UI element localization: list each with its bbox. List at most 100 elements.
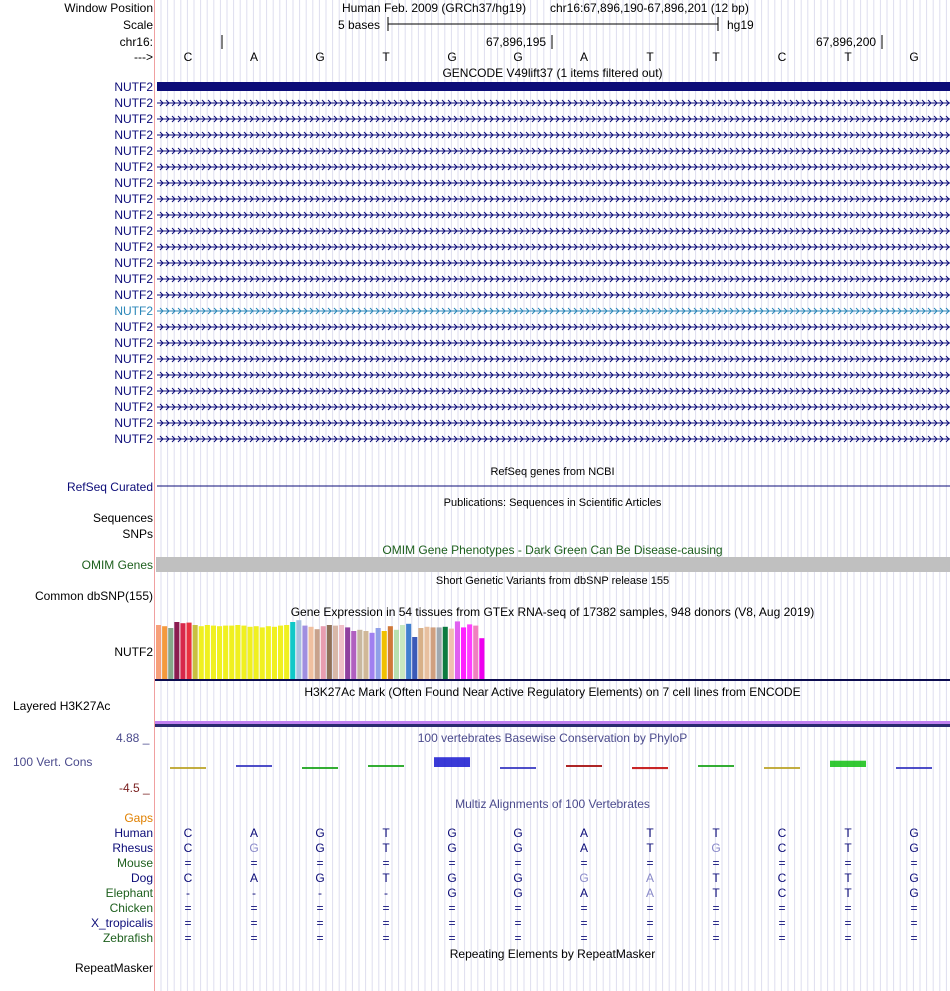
gtex-tissue-bar[interactable] [345,627,351,679]
gtex-tissue-bar[interactable] [454,621,460,679]
species-label[interactable]: Mouse [116,856,153,870]
gencode-transcript-label[interactable]: NUTF2 [114,336,153,350]
gtex-tissue-bar[interactable] [168,628,174,679]
phylop-score-glyph[interactable] [434,757,470,767]
gtex-tissue-bar[interactable] [442,626,448,679]
gtex-tissue-bar[interactable] [332,625,338,679]
gtex-tissue-bar[interactable] [448,628,454,679]
gtex-tissue-bar[interactable] [162,626,168,679]
gtex-tissue-bar[interactable] [290,622,296,679]
gencode-transcript-label[interactable]: NUTF2 [114,432,153,446]
h3k27ac-band[interactable] [155,721,950,724]
gtex-tissue-bar[interactable] [247,626,253,679]
phylop-score-glyph[interactable] [830,760,866,767]
gencode-transcript-label[interactable]: NUTF2 [114,320,153,334]
gencode-transcript-label[interactable]: NUTF2 [114,256,153,270]
refseq-track-title[interactable]: RefSeq genes from NCBI [490,466,615,478]
phylop-score-glyph[interactable] [170,767,206,769]
gtex-tissue-bar[interactable] [430,627,436,679]
phylop-score-glyph[interactable] [236,765,272,767]
phylop-track-title[interactable]: 100 vertebrates Basewise Conservation by… [417,731,688,745]
species-label[interactable]: Rhesus [112,841,153,855]
species-label[interactable]: Chicken [109,901,153,915]
gtex-tissue-bar[interactable] [284,625,290,679]
gtex-tissue-bar[interactable] [473,625,479,679]
gtex-tissue-bar[interactable] [180,623,186,679]
phylop-score-glyph[interactable] [500,767,536,769]
refseq-curated-label[interactable]: RefSeq Curated [66,480,153,494]
gtex-tissue-bar[interactable] [418,628,424,679]
gtex-tissue-bar[interactable] [479,638,485,679]
gencode-transcript-label[interactable]: NUTF2 [114,208,153,222]
base-letter[interactable]: T [712,50,720,64]
gencode-first-item-label[interactable]: NUTF2 [114,80,153,94]
multiz-track-title[interactable]: Multiz Alignments of 100 Vertebrates [455,797,650,811]
gtex-track-title[interactable]: Gene Expression in 54 tissues from GTEx … [290,605,815,619]
gencode-transcript-label[interactable]: NUTF2 [114,400,153,414]
base-letter[interactable]: C [777,50,787,64]
base-letter[interactable]: A [579,50,589,64]
gtex-tissue-bar[interactable] [265,626,271,679]
gtex-tissue-bar[interactable] [296,620,302,679]
repeatmasker-label[interactable]: RepeatMasker [74,961,153,975]
omim-track-title[interactable]: OMIM Gene Phenotypes - Dark Green Can Be… [382,543,723,557]
gtex-tissue-bar[interactable] [314,629,320,679]
gencode-transcript-label[interactable]: NUTF2 [114,144,153,158]
gencode-transcript-label[interactable]: NUTF2 [114,416,153,430]
gencode-transcript-label[interactable]: NUTF2 [114,352,153,366]
gencode-transcript-label[interactable]: NUTF2 [114,224,153,238]
species-label[interactable]: Zebrafish [102,931,153,945]
gtex-tissue-bar[interactable] [156,625,162,679]
gtex-tissue-bar[interactable] [381,631,387,679]
gencode-transcript-label[interactable]: NUTF2 [114,384,153,398]
phylop-score-glyph[interactable] [698,765,734,767]
gtex-tissue-bar[interactable] [302,625,308,679]
gtex-tissue-bar[interactable] [192,625,198,679]
gtex-tissue-bar[interactable] [387,626,393,679]
phylop-label[interactable]: 100 Vert. Cons [13,755,93,769]
dbsnp-track-title[interactable]: Short Genetic Variants from dbSNP releas… [435,575,670,587]
phylop-score-glyph[interactable] [632,767,668,770]
gtex-tissue-bar[interactable] [375,628,381,679]
gtex-tissue-bar[interactable] [271,626,277,679]
repeatmasker-track-title[interactable]: Repeating Elements by RepeatMasker [449,947,656,961]
gtex-tissue-bar[interactable] [339,625,345,679]
gencode-transcript-label[interactable]: NUTF2 [114,368,153,382]
base-letter[interactable]: T [646,50,654,64]
gencode-transcript-label[interactable]: NUTF2 [114,128,153,142]
gencode-transcript-label[interactable]: NUTF2 [114,192,153,206]
position-text[interactable]: chr16:67,896,190-67,896,201 (12 bp) [550,1,749,15]
species-label[interactable]: Human [114,826,153,840]
gencode-transcript-label[interactable]: NUTF2 [114,176,153,190]
species-label[interactable]: Dog [130,871,153,885]
gtex-tissue-bar[interactable] [241,625,247,679]
gtex-tissue-bar[interactable] [229,625,235,679]
gtex-tissue-bar[interactable] [174,622,180,679]
gencode-transcript-label[interactable]: NUTF2 [114,288,153,302]
phylop-score-glyph[interactable] [764,767,800,769]
gtex-tissue-bar[interactable] [436,627,442,679]
sequences-label[interactable]: Sequences [92,511,153,525]
base-letter[interactable]: G [447,50,457,64]
gencode-transcript-label[interactable]: NUTF2 [114,160,153,174]
gtex-tissue-bar[interactable] [320,626,326,679]
snps-label[interactable]: SNPs [122,527,153,541]
gtex-tissue-bar[interactable] [217,626,223,679]
species-label[interactable]: Elephant [105,886,153,900]
h3k27ac-track-title[interactable]: H3K27Ac Mark (Often Found Near Active Re… [304,685,801,699]
base-letter[interactable]: G [909,50,919,64]
phylop-score-glyph[interactable] [566,765,602,767]
gtex-tissue-bar[interactable] [461,627,467,679]
phylop-score-glyph[interactable] [368,765,404,767]
omim-genes-label[interactable]: OMIM Genes [81,558,153,572]
species-label[interactable]: X_tropicalis [90,916,153,930]
omim-gene-bar[interactable] [156,557,950,572]
gtex-tissue-bar[interactable] [326,625,332,679]
gencode-track-title[interactable]: GENCODE V49lift37 (1 items filtered out) [442,66,663,80]
base-letter[interactable]: G [315,50,325,64]
base-letter[interactable]: C [183,50,193,64]
gencode-transcript-label[interactable]: NUTF2 [114,96,153,110]
base-letter[interactable]: A [249,50,259,64]
